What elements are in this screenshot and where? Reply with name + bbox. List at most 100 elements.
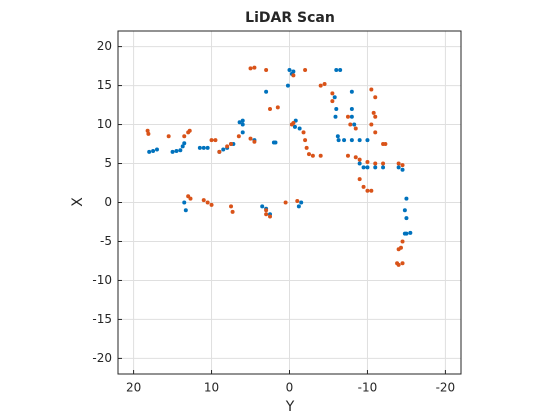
point	[180, 144, 185, 149]
point	[197, 145, 202, 150]
point	[365, 165, 370, 170]
point	[318, 153, 323, 158]
point	[252, 65, 257, 70]
point	[303, 138, 308, 143]
point	[252, 139, 257, 144]
point	[349, 106, 354, 111]
chart-title: LiDAR Scan	[245, 10, 335, 26]
point	[264, 89, 269, 94]
point	[352, 122, 357, 127]
point	[402, 208, 407, 213]
point	[373, 165, 378, 170]
y-tick-label: -10	[92, 273, 112, 287]
point	[145, 128, 150, 133]
point	[369, 87, 374, 92]
point	[182, 141, 187, 146]
point	[400, 167, 405, 172]
point	[264, 67, 269, 72]
point	[213, 138, 218, 143]
point	[398, 245, 403, 250]
point	[183, 208, 188, 213]
point	[201, 198, 206, 203]
point	[353, 126, 358, 131]
plot-frame	[117, 30, 462, 375]
point	[283, 200, 288, 205]
point	[381, 161, 386, 166]
point	[334, 106, 339, 111]
point	[369, 188, 374, 193]
point	[373, 95, 378, 100]
point	[335, 134, 340, 139]
point	[205, 145, 210, 150]
point	[333, 114, 338, 119]
point	[306, 152, 311, 157]
point	[334, 67, 339, 72]
point	[357, 177, 362, 182]
point	[236, 134, 241, 139]
point	[365, 138, 370, 143]
point	[291, 73, 296, 78]
point	[345, 153, 350, 158]
point	[209, 202, 214, 207]
point	[301, 130, 306, 135]
y-tick-label: 5	[104, 156, 112, 170]
point	[400, 239, 405, 244]
y-tick-label: 10	[97, 117, 112, 131]
point	[230, 209, 235, 214]
point	[373, 130, 378, 135]
point	[373, 114, 378, 119]
y-tick-label: -20	[92, 351, 112, 365]
point	[342, 138, 347, 143]
point	[396, 165, 401, 170]
point	[353, 155, 358, 160]
point	[322, 82, 327, 87]
point	[361, 165, 366, 170]
point	[166, 134, 171, 139]
point	[330, 99, 335, 104]
point	[297, 126, 302, 131]
point	[240, 130, 245, 135]
point	[170, 149, 175, 154]
point	[332, 95, 337, 100]
point	[260, 204, 265, 209]
x-tick-label: -10	[358, 381, 378, 395]
y-tick-label: 15	[97, 78, 112, 92]
point	[400, 261, 405, 266]
point	[336, 138, 341, 143]
point	[229, 204, 234, 209]
y-tick-label: 0	[104, 195, 112, 209]
y-axis-label: X	[70, 197, 86, 207]
point	[349, 114, 354, 119]
point	[404, 196, 409, 201]
point	[296, 204, 301, 209]
point	[237, 120, 242, 125]
point	[217, 149, 222, 154]
point	[383, 142, 388, 147]
point	[371, 110, 376, 115]
point	[404, 216, 409, 221]
point	[147, 149, 152, 154]
point	[248, 66, 253, 71]
point	[348, 122, 353, 127]
point	[304, 145, 309, 150]
point	[151, 149, 156, 154]
point	[264, 212, 269, 217]
point	[400, 163, 405, 168]
point	[330, 91, 335, 96]
point	[182, 134, 187, 139]
point	[154, 147, 159, 152]
point	[357, 161, 362, 166]
x-tick-label: 20	[126, 381, 141, 395]
point	[268, 214, 273, 219]
point	[188, 196, 193, 201]
point	[291, 120, 296, 125]
point	[205, 200, 210, 205]
point	[396, 161, 401, 166]
point	[187, 128, 192, 133]
point	[268, 106, 273, 111]
point	[361, 184, 366, 189]
point	[295, 198, 300, 203]
point	[264, 208, 269, 213]
